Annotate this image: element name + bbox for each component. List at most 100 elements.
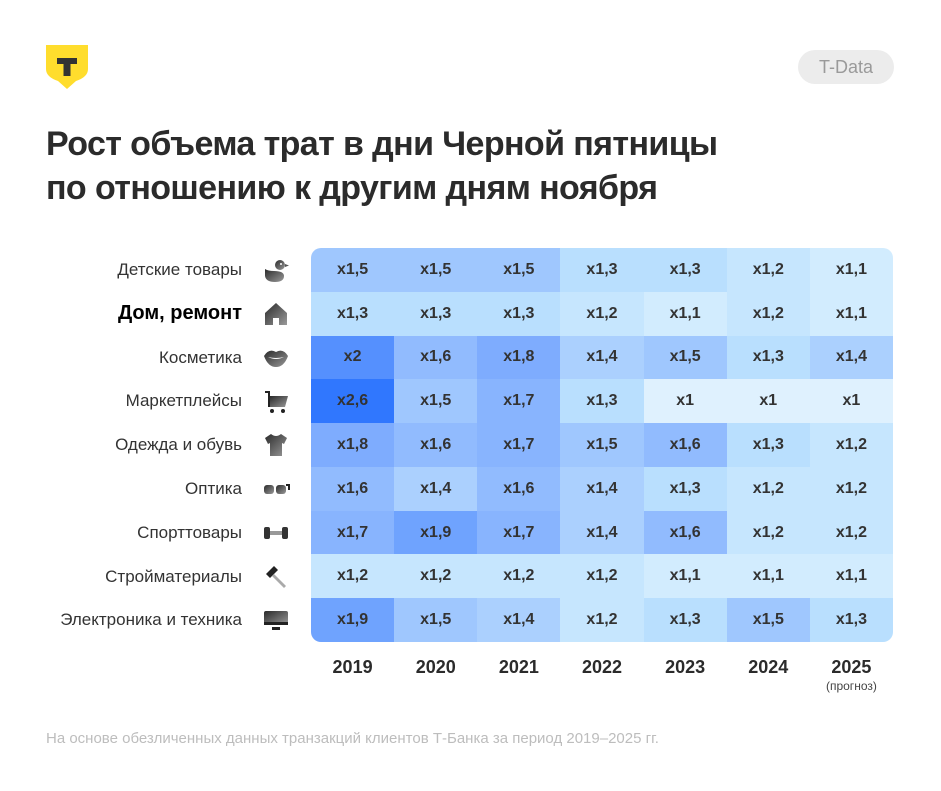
heatmap-cell: x1,3 bbox=[560, 248, 644, 292]
heatmap-cell: x1,6 bbox=[477, 466, 561, 511]
heatmap-cell: x1,2 bbox=[726, 248, 810, 292]
heatmap-cell: x1,3 bbox=[726, 423, 810, 467]
year-text: 2022 bbox=[581, 657, 623, 677]
heatmap-cell: x1,3 bbox=[477, 291, 561, 336]
heatmap-cell: x1,7 bbox=[477, 510, 561, 555]
heatmap-cell: x1,3 bbox=[643, 248, 727, 292]
title-line-2: по отношению к другим дням ноября bbox=[46, 169, 658, 207]
heatmap-cell: x1,3 bbox=[643, 466, 727, 511]
year-text: 2020 bbox=[415, 657, 456, 677]
dumbbell-icon bbox=[258, 511, 294, 555]
heatmap-cell: x1,2 bbox=[477, 554, 561, 599]
heatmap-cell: x1,2 bbox=[560, 291, 644, 336]
heatmap-cell: x1,5 bbox=[477, 248, 561, 292]
category-label: Спорттовары bbox=[137, 522, 242, 542]
t-bank-logo bbox=[46, 45, 88, 89]
heatmap-cell: x1,4 bbox=[477, 598, 561, 642]
year-text: 2025 bbox=[831, 657, 872, 677]
heatmap-cell: x1,2 bbox=[726, 291, 810, 336]
heatmap-cell: x1 bbox=[809, 379, 893, 424]
heatmap-cell: x1,7 bbox=[477, 423, 561, 467]
heatmap-cell: x1,3 bbox=[311, 291, 395, 336]
heatmap-cell: x1,2 bbox=[394, 554, 478, 599]
forecast-note: (прогноз) bbox=[825, 679, 877, 693]
heatmap-cell: x1,9 bbox=[394, 510, 478, 555]
heatmap-cell: x1,4 bbox=[560, 335, 644, 380]
heatmap-cell: x1,5 bbox=[394, 379, 478, 424]
t-data-badge: T-Data bbox=[798, 50, 894, 84]
category-label-highlighted: Дом, ремонт bbox=[117, 301, 242, 324]
heatmap-cell: x1,1 bbox=[643, 291, 727, 336]
year-label: 2019 bbox=[311, 655, 394, 693]
heatmap-grid: x1,5 x1,5 x1,5 x1,3 x1,3 x1,2 x1,1 x1,3 … bbox=[311, 248, 893, 642]
year-label: 2021 bbox=[477, 655, 560, 693]
heatmap-cell: x1,5 bbox=[394, 248, 478, 292]
heatmap-cell: x1,1 bbox=[809, 291, 893, 336]
heatmap-cell: x1,5 bbox=[560, 423, 644, 467]
heatmap-cell: x1,1 bbox=[726, 554, 810, 599]
chart-title: Рост объема трат в дни Черной пятницы по… bbox=[46, 122, 826, 210]
category-label: Косметика bbox=[159, 347, 242, 367]
heatmap-cell: x1,1 bbox=[643, 554, 727, 599]
heatmap-cell: x1,7 bbox=[477, 379, 561, 424]
heatmap-cell: x1,6 bbox=[311, 466, 395, 511]
category-label: Стройматериалы bbox=[105, 566, 242, 586]
year-label: 2020 bbox=[394, 655, 477, 693]
heatmap-cell: x2,6 bbox=[311, 379, 395, 424]
heatmap-cell: x1,5 bbox=[311, 248, 395, 292]
hammer-icon bbox=[258, 555, 294, 599]
heatmap-cell: x1,8 bbox=[311, 423, 395, 467]
heatmap-cell: x1,2 bbox=[726, 466, 810, 511]
year-label: 2025 (прогноз) bbox=[810, 655, 893, 693]
heatmap-cell: x1,5 bbox=[726, 598, 810, 642]
heatmap-cell: x1,1 bbox=[809, 554, 893, 599]
heatmap-cell: x1,2 bbox=[809, 510, 893, 555]
heatmap-cell: x1,3 bbox=[726, 335, 810, 380]
title-line-1: Рост объема трат в дни Черной пятницы bbox=[46, 125, 718, 163]
tshirt-icon bbox=[258, 423, 294, 467]
heatmap-cell: x1,4 bbox=[394, 466, 478, 511]
heatmap-cell: x1,4 bbox=[809, 335, 893, 380]
category-label: Оптика bbox=[185, 478, 242, 498]
heatmap-cell: x1,2 bbox=[560, 554, 644, 599]
category-label: Детские товары bbox=[117, 260, 242, 279]
heatmap-cell: x1,5 bbox=[643, 335, 727, 380]
year-text: 2019 bbox=[332, 657, 373, 677]
glasses-icon bbox=[258, 467, 294, 511]
heatmap-cell: x1,5 bbox=[394, 598, 478, 642]
heatmap-cell: x1,7 bbox=[311, 510, 395, 555]
heatmap-cell: x1,4 bbox=[560, 510, 644, 555]
year-text: 2023 bbox=[665, 657, 706, 677]
heatmap-cell: x1,6 bbox=[643, 423, 727, 467]
heatmap-cell: x1,1 bbox=[809, 248, 893, 292]
heatmap-cell: x1,2 bbox=[809, 466, 893, 511]
heatmap-cell: x1,6 bbox=[394, 423, 478, 467]
year-text: 2024 bbox=[748, 657, 789, 677]
category-label: Одежда и обувь bbox=[115, 435, 242, 455]
heatmap-cell: x1 bbox=[643, 379, 727, 424]
house-icon bbox=[258, 292, 294, 336]
heatmap-cell: x1 bbox=[726, 379, 810, 424]
heatmap-cell: x1,2 bbox=[311, 554, 395, 599]
heatmap-cell: x1,4 bbox=[560, 466, 644, 511]
year-text: 2021 bbox=[498, 657, 539, 677]
category-icons bbox=[258, 248, 294, 642]
heatmap-cell: x2 bbox=[311, 335, 395, 380]
heatmap-cell: x1,3 bbox=[643, 598, 727, 642]
heatmap-cell: x1,3 bbox=[809, 598, 893, 642]
source-footnote: На основе обезличенных данных транзакций… bbox=[46, 730, 659, 747]
heatmap-cell: x1,2 bbox=[809, 423, 893, 467]
heatmap-cell: x1,6 bbox=[394, 335, 478, 380]
heatmap-cell: x1,2 bbox=[560, 598, 644, 642]
year-label: 2023 bbox=[644, 655, 727, 693]
heatmap-cell: x1,9 bbox=[311, 598, 395, 642]
monitor-icon bbox=[258, 598, 294, 642]
lips-icon bbox=[258, 336, 294, 380]
category-label: Маркетплейсы bbox=[125, 391, 242, 411]
heatmap-cell: x1,3 bbox=[560, 379, 644, 424]
cart-icon bbox=[258, 379, 294, 423]
heatmap-cell: x1,6 bbox=[643, 510, 727, 555]
year-label: 2024 bbox=[727, 655, 810, 693]
heatmap-cell: x1,8 bbox=[477, 335, 561, 380]
heatmap-cell: x1,3 bbox=[394, 291, 478, 336]
